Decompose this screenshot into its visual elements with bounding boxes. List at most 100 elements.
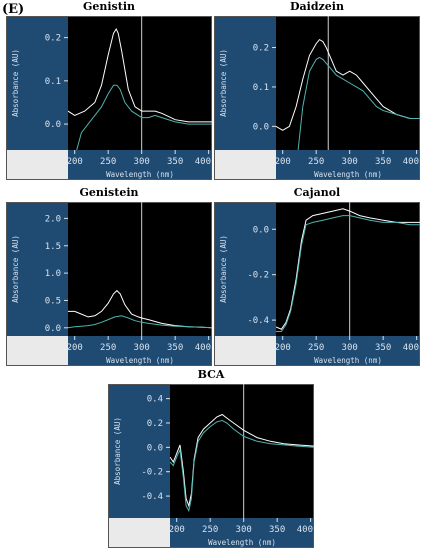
- y-axis-panel: [214, 202, 276, 336]
- chart-frame: [214, 202, 420, 366]
- x-tick-label: 200: [275, 157, 291, 167]
- x-tick-label: 300: [236, 525, 252, 535]
- chart-svg: 0.0 0.1 0.2 200 250 300 350 400 Wavelength (nm) A…: [214, 16, 420, 180]
- x-tick-label: 200: [169, 525, 185, 535]
- x-tick-label: 350: [375, 343, 391, 353]
- spectrum-line-teal: [76, 84, 212, 150]
- chart-genistin: Genistin 0.0 0.1 0.2 200 250 300 350 400 Waveleng…: [6, 0, 212, 182]
- x-axis-label: Wavelength (nm): [106, 356, 174, 365]
- chart-frame: [214, 16, 420, 180]
- y-tick-label: -0.4: [247, 316, 269, 326]
- corner-panel: [6, 150, 68, 180]
- y-tick-label: -0.4: [141, 492, 163, 502]
- x-tick-label: 200: [67, 343, 83, 353]
- chart-cajanol: Cajanol -0.4 -0.2 0.0 200 250 300 350 400 Wavelen…: [214, 186, 420, 368]
- x-tick-label: 250: [308, 157, 324, 167]
- plot-area: [276, 16, 420, 150]
- x-tick-label: 350: [269, 525, 285, 535]
- x-tick-label: 400: [195, 343, 211, 353]
- chart-daidzein: Daidzein 0.0 0.1 0.2 200 250 300 350 400 Waveleng…: [214, 0, 420, 182]
- y-tick-label: 0.0: [253, 122, 269, 132]
- y-axis-panel: [108, 384, 170, 518]
- x-tick-label: 400: [403, 343, 419, 353]
- x-axis-label: Wavelength (nm): [106, 170, 174, 179]
- y-axis-panel: [6, 202, 68, 336]
- y-tick-label: 0.2: [45, 34, 61, 44]
- y-tick-label: 0.2: [147, 419, 163, 429]
- y-tick-label: 0.5: [45, 296, 61, 306]
- chart-svg: 0.0 0.5 1.0 1.5 2.0 200 250 300 350 400 Wavelength…: [6, 202, 212, 366]
- y-tick-label: 0.1: [253, 83, 269, 93]
- spectrum-line-teal: [170, 419, 314, 513]
- chart-genistein: Genistein 0.0 0.5 1.0 1.5 2.0 200 250 300 350 400 W…: [6, 186, 212, 368]
- x-axis-panel: [68, 150, 212, 180]
- x-axis-label: Wavelength (nm): [314, 356, 382, 365]
- y-tick-label: 0.4: [147, 395, 163, 405]
- spectrum-line-teal: [297, 56, 420, 150]
- corner-panel: [214, 150, 276, 180]
- y-tick-label: 1.0: [45, 269, 61, 279]
- plot-area: [170, 384, 314, 518]
- chart-svg: -0.4 -0.2 0.0 200 250 300 350 400 Wavelength (nm…: [214, 202, 420, 366]
- y-axis-label: Absorbance (AU): [11, 49, 20, 117]
- x-tick-label: 250: [202, 525, 218, 535]
- x-tick-label: 200: [67, 157, 83, 167]
- x-axis-panel: [276, 336, 420, 366]
- y-tick-label: 0.0: [45, 120, 61, 130]
- x-axis-panel: [68, 336, 212, 366]
- chart-title: BCA: [197, 368, 225, 381]
- x-tick-label: 250: [100, 343, 116, 353]
- x-axis-label: Wavelength (nm): [314, 170, 382, 179]
- spectrum-line-white: [170, 413, 314, 508]
- spectrum-line-white: [68, 27, 212, 123]
- x-axis-panel: [170, 518, 314, 548]
- chart-frame: [6, 16, 212, 180]
- figure-panel-label: (E): [2, 2, 25, 17]
- chart-title: Cajanol: [293, 186, 341, 199]
- spectrum-line-white: [276, 38, 420, 131]
- x-tick-label: 200: [275, 343, 291, 353]
- y-tick-label: 0.1: [45, 77, 61, 87]
- chart-title: Daidzein: [290, 0, 344, 13]
- spectrum-line-teal: [276, 215, 420, 332]
- x-tick-label: 400: [195, 157, 211, 167]
- spectrum-line-white: [276, 208, 420, 330]
- x-tick-label: 300: [134, 157, 150, 167]
- chart-bca: BCA -0.4 -0.2 0.0 0.2 0.4 200 250 300 350 400 Wavel…: [108, 368, 314, 550]
- y-tick-label: -0.2: [247, 271, 269, 281]
- x-axis-panel: [276, 150, 420, 180]
- x-tick-label: 350: [167, 157, 183, 167]
- chart-title: Genistein: [79, 186, 139, 199]
- chart-svg: 0.0 0.1 0.2 200 250 300 350 400 Wavelength (nm) A…: [6, 16, 212, 180]
- x-tick-label: 300: [134, 343, 150, 353]
- x-tick-label: 250: [308, 343, 324, 353]
- y-axis-label: Absorbance (AU): [11, 235, 20, 303]
- corner-panel: [108, 518, 170, 548]
- corner-panel: [6, 336, 68, 366]
- y-tick-label: -0.2: [141, 468, 163, 478]
- spectrum-line-teal: [68, 315, 212, 329]
- y-tick-label: 0.0: [45, 324, 61, 334]
- plot-area: [68, 16, 212, 150]
- x-tick-label: 300: [342, 157, 358, 167]
- y-axis-label: Absorbance (AU): [219, 49, 228, 117]
- y-tick-label: 0.2: [253, 44, 269, 54]
- plot-area: [276, 202, 420, 336]
- x-tick-label: 350: [167, 343, 183, 353]
- x-axis-label: Wavelength (nm): [208, 538, 276, 547]
- chart-title: Genistin: [82, 0, 136, 13]
- y-axis-label: Absorbance (AU): [219, 235, 228, 303]
- y-tick-label: 2.0: [45, 214, 61, 224]
- chart-frame: [108, 384, 314, 548]
- chart-svg: -0.4 -0.2 0.0 0.2 0.4 200 250 300 350 400 Waveleng…: [108, 384, 314, 548]
- chart-frame: [6, 202, 212, 366]
- x-tick-label: 400: [403, 157, 419, 167]
- y-tick-label: 0.0: [147, 443, 163, 453]
- y-axis-label: Absorbance (AU): [113, 417, 122, 485]
- corner-panel: [214, 336, 276, 366]
- y-tick-label: 0.0: [253, 225, 269, 235]
- y-tick-label: 1.5: [45, 242, 61, 252]
- x-tick-label: 350: [375, 157, 391, 167]
- plot-area: [68, 202, 212, 336]
- y-axis-panel: [6, 16, 68, 150]
